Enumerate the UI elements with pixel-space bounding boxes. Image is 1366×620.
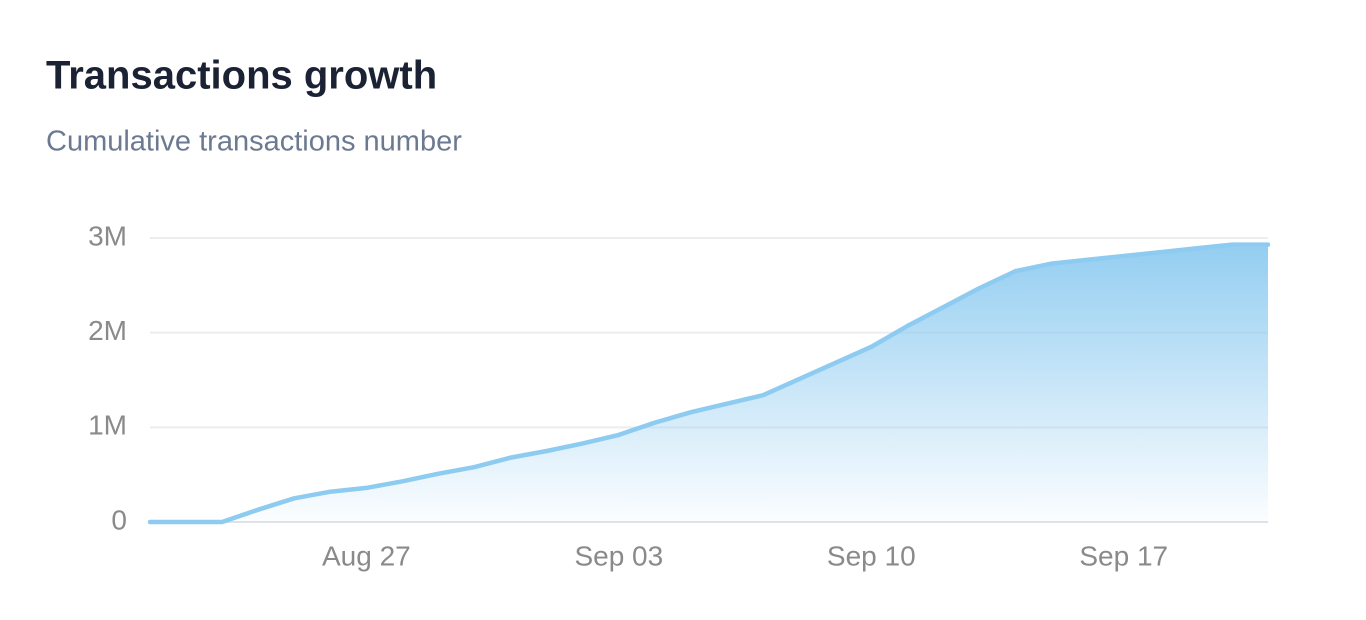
y-tick-label: 1M (88, 410, 127, 441)
x-tick-label: Sep 10 (827, 540, 916, 571)
chart-title: Transactions growth (46, 54, 437, 98)
area (150, 244, 1268, 523)
y-tick-label: 2M (88, 315, 127, 346)
x-tick-label: Sep 03 (574, 540, 663, 571)
chart-subtitle: Cumulative transactions number (46, 126, 462, 158)
x-tick-label: Aug 27 (322, 540, 411, 571)
y-tick-label: 3M (88, 220, 127, 251)
line (147, 242, 1271, 525)
y-tick-label: 0 (111, 504, 127, 535)
x-tick-label: Sep 17 (1079, 540, 1168, 571)
